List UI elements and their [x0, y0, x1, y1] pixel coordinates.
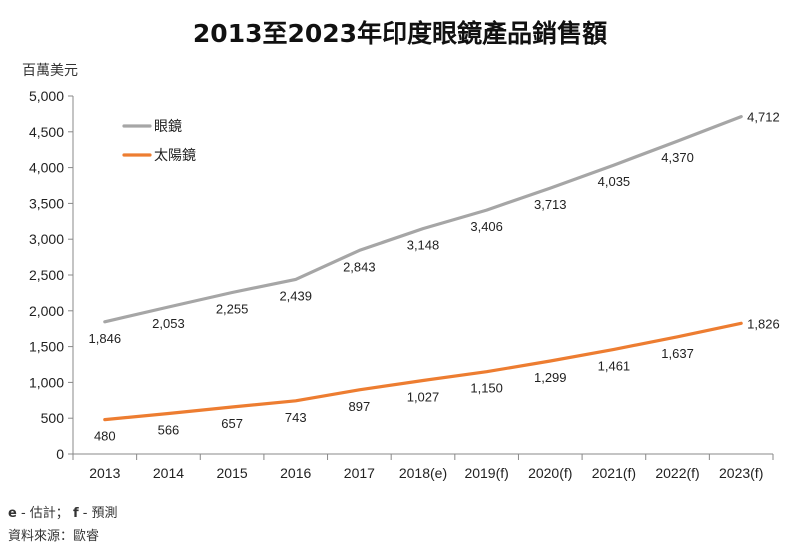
data-label: 3,406 — [470, 219, 503, 234]
data-label: 2,843 — [343, 259, 376, 274]
legend-label: 眼鏡 — [154, 118, 182, 134]
x-tick-label: 2013 — [89, 465, 120, 481]
abbreviation-note: e - 估計； f - 預測 — [8, 502, 118, 525]
x-tick-label: 2017 — [344, 465, 375, 481]
y-tick-label: 4,500 — [29, 124, 64, 140]
data-label: 897 — [349, 399, 371, 414]
data-label: 1,299 — [534, 370, 567, 385]
data-label: 2,439 — [279, 288, 312, 303]
y-tick-label: 500 — [41, 410, 65, 426]
x-tick-label: 2014 — [153, 465, 184, 481]
data-label: 4,035 — [598, 174, 631, 189]
y-tick-label: 1,000 — [29, 374, 64, 390]
data-label: 4,712 — [747, 110, 780, 125]
x-tick-label: 2015 — [217, 465, 248, 481]
data-label: 1,461 — [598, 358, 631, 373]
estimate-key: e — [8, 506, 17, 521]
y-tick-label: 3,000 — [29, 231, 64, 247]
x-tick-label: 2016 — [280, 465, 311, 481]
data-label: 4,370 — [661, 150, 694, 165]
data-label: 1,826 — [747, 316, 780, 331]
y-tick-label: 0 — [56, 446, 64, 462]
y-tick-label: 4,000 — [29, 160, 64, 176]
legend-label: 太陽鏡 — [154, 147, 196, 163]
y-tick-label: 5,000 — [29, 88, 64, 104]
data-label: 743 — [285, 410, 307, 425]
source-note: 資料來源：歐睿 — [8, 529, 100, 544]
chart-title: 2013至2023年印度眼鏡產品銷售額 — [192, 19, 608, 48]
y-axis-unit: 百萬美元 — [22, 63, 78, 79]
series-line-eyeglasses — [103, 115, 743, 324]
data-label: 2,255 — [216, 302, 249, 317]
x-tick-label: 2021(f) — [592, 465, 636, 481]
data-label: 657 — [221, 416, 243, 431]
estimate-text: - 估計； — [16, 506, 69, 521]
x-tick-label: 2018(e) — [399, 465, 447, 481]
y-tick-label: 2,500 — [29, 267, 64, 283]
x-tick-label: 2020(f) — [528, 465, 572, 481]
x-tick-label: 2022(f) — [655, 465, 699, 481]
footnotes: e - 估計； f - 預測 資料來源：歐睿 — [8, 502, 118, 548]
data-label: 1,846 — [89, 331, 122, 346]
data-label: 2,053 — [152, 316, 185, 331]
data-label: 480 — [94, 429, 116, 444]
forecast-key: f — [72, 506, 79, 521]
data-label: 1,027 — [407, 389, 440, 404]
y-tick-label: 1,500 — [29, 339, 64, 355]
data-label: 3,148 — [407, 238, 440, 253]
y-tick-label: 3,500 — [29, 195, 64, 211]
data-label: 3,713 — [534, 197, 567, 212]
x-tick-label: 2023(f) — [719, 465, 763, 481]
forecast-text: - 預測 — [78, 506, 118, 521]
x-tick-label: 2019(f) — [464, 465, 508, 481]
series-line-sunglasses — [103, 321, 743, 422]
data-label: 1,637 — [661, 346, 694, 361]
y-tick-label: 2,000 — [29, 303, 64, 319]
data-label: 1,150 — [470, 381, 503, 396]
data-label: 566 — [158, 422, 180, 437]
